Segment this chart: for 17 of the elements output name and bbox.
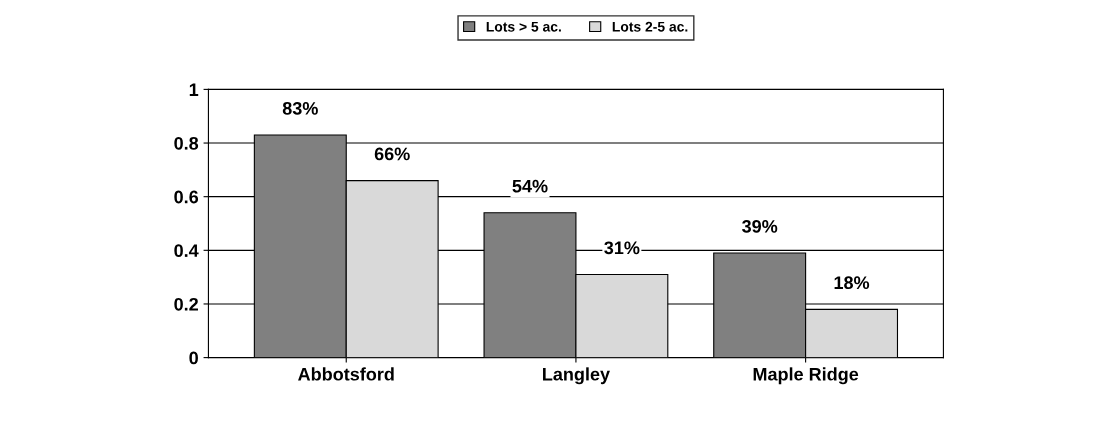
data-label: 54% <box>512 179 548 193</box>
y-tick-label: 1 <box>189 83 199 96</box>
x-tick-label: Abbotsford <box>298 367 394 381</box>
data-label: 66% <box>374 147 410 161</box>
y-tick-label: 0.8 <box>174 136 199 150</box>
y-tick-label: 0.4 <box>174 244 199 258</box>
y-tick-label: 0.6 <box>174 190 199 204</box>
legend-label: Lots > 5 ac. <box>486 21 561 32</box>
x-tick-label: Langley <box>543 367 610 385</box>
data-label: 31% <box>604 241 640 255</box>
y-tick-label: 0.2 <box>174 297 198 311</box>
data-label: 18% <box>834 276 870 290</box>
x-tick-label: Maple Ridge <box>753 367 859 385</box>
data-label: 83% <box>282 101 318 115</box>
data-label: 39% <box>742 219 778 233</box>
y-tick-label: 0 <box>189 351 198 365</box>
legend-label: Lots 2-5 ac. <box>612 21 688 32</box>
